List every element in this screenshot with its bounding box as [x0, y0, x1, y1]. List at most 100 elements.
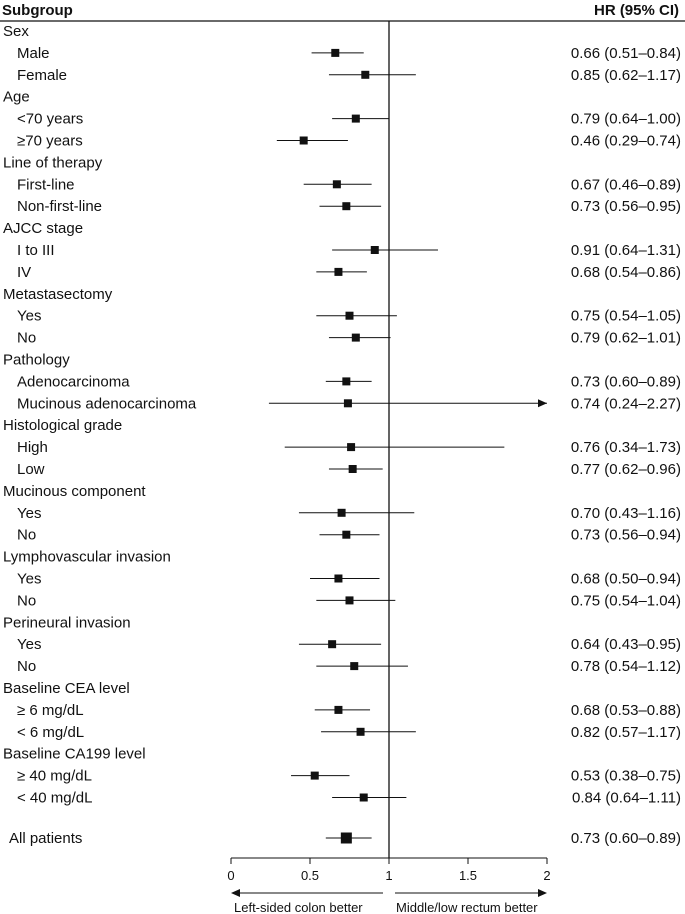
group-label: Baseline CA199 level [3, 746, 146, 763]
group-label: Baseline CEA level [3, 680, 130, 697]
subgroup-point-estimate [347, 443, 356, 452]
header-hr: HR (95% CI) [594, 2, 679, 19]
right-direction-arrowhead [538, 889, 547, 897]
subgroup-point-estimate [370, 246, 379, 254]
subgroup-hr-text: 0.73 (0.56–0.94) [571, 527, 681, 544]
subgroup-point-estimate [342, 530, 351, 539]
subgroup-hr-text: 0.75 (0.54–1.05) [571, 308, 681, 325]
subgroup-point-estimate [342, 377, 351, 386]
left-direction-arrowhead [231, 889, 240, 897]
subgroup-hr-text: 0.46 (0.29–0.74) [571, 133, 681, 150]
subgroup-label: <70 years [17, 111, 83, 128]
subgroup-label: Yes [17, 571, 41, 588]
subgroup-hr-text: 0.82 (0.57–1.17) [571, 724, 681, 741]
group-label: Perineural invasion [3, 614, 131, 631]
subgroup-point-estimate [342, 202, 351, 211]
subgroup-label: I to III [17, 242, 55, 259]
subgroup-point-estimate [343, 399, 352, 408]
subgroup-hr-text: 0.73 (0.60–0.89) [571, 373, 681, 390]
subgroup-hr-text: 0.74 (0.24–2.27) [571, 395, 681, 412]
forest-rows: Sex Male 0.66 (0.51–0.84) Female 0.85 (0.62–… [3, 21, 681, 858]
subgroup-label: ≥ 6 mg/dL [17, 702, 84, 719]
subgroup-point-estimate [337, 508, 346, 517]
subgroup-hr-text: 0.68 (0.50–0.94) [571, 571, 681, 588]
subgroup-label: Non-first-line [17, 198, 102, 215]
subgroup-label: Female [17, 67, 67, 84]
header-subgroup: Subgroup [2, 2, 73, 19]
overall-point-estimate [340, 832, 352, 844]
group-label: AJCC stage [3, 220, 83, 237]
group-label: Lymphovascular invasion [3, 549, 171, 566]
subgroup-point-estimate [351, 114, 360, 123]
subgroup-hr-text: 0.70 (0.43–1.16) [571, 505, 681, 522]
group-label: Age [3, 89, 30, 106]
subgroup-point-estimate [356, 727, 365, 736]
subgroup-point-estimate [334, 574, 343, 583]
group-label: Histological grade [3, 417, 122, 434]
left-direction-label: Left-sided colon better [234, 900, 363, 914]
subgroup-label: Yes [17, 636, 41, 653]
subgroup-label: ≥ 40 mg/dL [17, 768, 92, 785]
subgroup-hr-text: 0.75 (0.54–1.04) [571, 592, 681, 609]
subgroup-hr-text: 0.85 (0.62–1.17) [571, 67, 681, 84]
subgroup-label: No [17, 592, 36, 609]
subgroup-hr-text: 0.84 (0.64–1.11) [572, 790, 681, 807]
subgroup-hr-text: 0.77 (0.62–0.96) [571, 461, 681, 478]
x-axis: 0 0.5 1 1.5 2 [227, 857, 551, 897]
subgroup-point-estimate [332, 180, 341, 189]
subgroup-hr-text: 0.68 (0.54–0.86) [571, 264, 681, 281]
x-tick-label: 2 [543, 868, 550, 883]
group-label: Line of therapy [3, 154, 103, 171]
subgroup-point-estimate [350, 662, 359, 671]
subgroup-label: First-line [17, 176, 75, 193]
subgroup-label: Male [17, 45, 50, 62]
subgroup-hr-text: 0.67 (0.46–0.89) [571, 176, 681, 193]
subgroup-point-estimate [359, 793, 368, 802]
x-tick-label: 1 [385, 868, 392, 883]
group-label: Mucinous component [3, 483, 146, 500]
group-label: Pathology [3, 352, 70, 369]
subgroup-point-estimate [351, 333, 360, 342]
x-tick-label: 0 [227, 868, 234, 883]
subgroup-point-estimate [334, 267, 343, 276]
subgroup-hr-text: 0.79 (0.62–1.01) [571, 330, 681, 347]
subgroup-point-estimate [331, 48, 340, 57]
subgroup-label: Low [17, 461, 45, 478]
subgroup-hr-text: 0.78 (0.54–1.12) [571, 658, 681, 675]
subgroup-label: IV [17, 264, 31, 281]
subgroup-hr-text: 0.53 (0.38–0.75) [571, 768, 681, 785]
subgroup-point-estimate [361, 70, 370, 79]
overall-hr-text: 0.73 (0.60–0.89) [571, 830, 681, 847]
subgroup-ci-arrow [538, 399, 547, 408]
subgroup-point-estimate [345, 596, 354, 605]
subgroup-hr-text: 0.79 (0.64–1.00) [571, 111, 681, 128]
subgroup-hr-text: 0.73 (0.56–0.95) [571, 198, 681, 215]
subgroup-point-estimate [299, 136, 308, 145]
subgroup-point-estimate [334, 705, 343, 714]
subgroup-label: No [17, 527, 36, 544]
group-label: Metastasectomy [3, 286, 113, 303]
subgroup-label: Adenocarcinoma [17, 373, 130, 390]
subgroup-hr-text: 0.91 (0.64–1.31) [571, 242, 681, 259]
subgroup-point-estimate [348, 465, 357, 473]
overall-label: All patients [9, 830, 82, 847]
subgroup-point-estimate [345, 311, 354, 320]
x-tick-label: 0.5 [301, 868, 319, 883]
subgroup-hr-text: 0.66 (0.51–0.84) [571, 45, 681, 62]
group-label: Sex [3, 23, 29, 40]
subgroup-label: ≥70 years [17, 133, 83, 150]
subgroup-point-estimate [310, 771, 319, 780]
subgroup-label: < 6 mg/dL [17, 724, 84, 741]
subgroup-hr-text: 0.64 (0.43–0.95) [571, 636, 681, 653]
subgroup-label: High [17, 439, 48, 456]
subgroup-label: Mucinous adenocarcinoma [17, 395, 197, 412]
subgroup-hr-text: 0.68 (0.53–0.88) [571, 702, 681, 719]
subgroup-label: Yes [17, 308, 41, 325]
subgroup-label: Yes [17, 505, 41, 522]
subgroup-label: No [17, 658, 36, 675]
subgroup-label: No [17, 330, 36, 347]
subgroup-hr-text: 0.76 (0.34–1.73) [571, 439, 681, 456]
x-tick-label: 1.5 [459, 868, 477, 883]
right-direction-label: Middle/low rectum better [396, 900, 538, 914]
subgroup-label: < 40 mg/dL [17, 790, 92, 807]
